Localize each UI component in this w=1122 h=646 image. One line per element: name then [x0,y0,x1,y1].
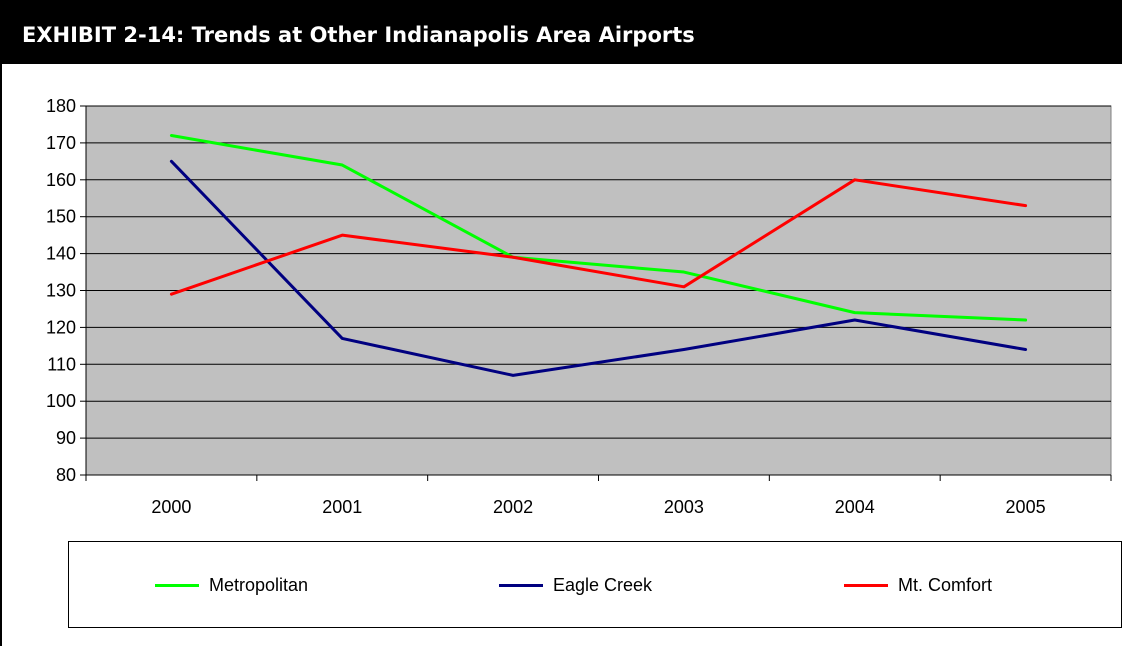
legend-entry: Mt. Comfort [844,542,992,629]
x-tick-label: 2004 [835,497,875,517]
frame-left-border [0,64,2,646]
legend-swatch [155,584,199,587]
x-tick-labels: 2000 2001 2002 2003 2004 2005 [151,497,1045,517]
y-tick-label: 130 [46,281,76,301]
legend-label: Metropolitan [209,575,309,595]
x-tick-label: 2003 [664,497,704,517]
y-tick-label: 90 [56,428,76,448]
x-tick-label: 2001 [322,497,362,517]
y-tick-label: 150 [46,207,76,227]
x-tick-label: 2005 [1006,497,1046,517]
y-tick-label: 140 [46,244,76,264]
y-tick-labels: 80 90 100 110 120 130 140 150 160 170 180 [46,96,76,485]
legend-swatch [499,584,543,587]
series-line-eagle-creek [169,159,1028,377]
legend-label: Eagle Creek [553,575,653,595]
exhibit-title: EXHIBIT 2-14: Trends at Other Indianapol… [0,0,1122,64]
y-tick-label: 170 [46,133,76,153]
x-tick-label: 2002 [493,497,533,517]
y-tick-label: 160 [46,170,76,190]
y-tick-label: 80 [56,465,76,485]
y-tick-label: 110 [47,354,76,374]
line-chart: 80 90 100 110 120 130 140 150 160 170 180 2000 2001… [46,96,1112,517]
legend-swatch [844,584,888,587]
y-tick-label: 100 [46,391,76,411]
series-line-mt-comfort [169,178,1028,296]
series-lines [169,134,1028,377]
legend-entry: Metropolitan [155,542,308,629]
y-tick-label: 120 [46,317,76,337]
legend-label: Mt. Comfort [898,575,993,595]
y-tick-label: 180 [46,96,76,116]
axes [80,105,1112,481]
legend-entry: Eagle Creek [499,542,652,629]
legend: Metropolitan Eagle Creek Mt. Comfort [68,541,1122,628]
series-line-metropolitan [169,134,1028,322]
x-tick-label: 2000 [151,497,191,517]
gridlines [86,105,1111,439]
